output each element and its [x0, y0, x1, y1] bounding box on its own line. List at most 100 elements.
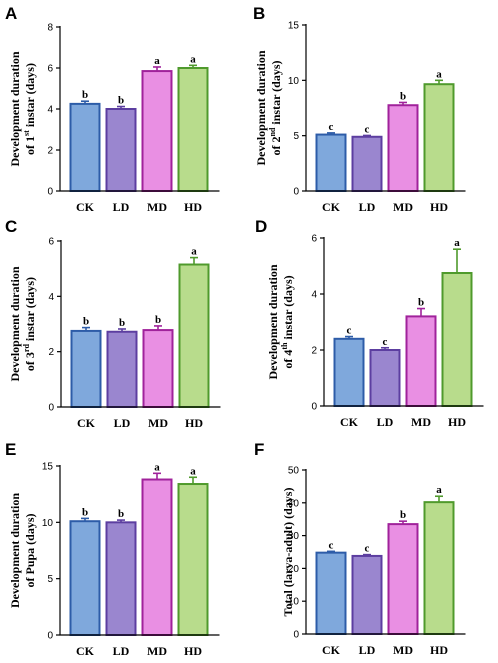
- x-tick-label: CK: [322, 200, 341, 214]
- x-tick-label: LD: [377, 415, 394, 429]
- y-axis-title-line2: of 2nd instar (days): [268, 60, 283, 155]
- y-axis-title-line2: of Pupa (days): [23, 513, 37, 587]
- panel-letter: D: [255, 217, 267, 236]
- y-tick-label: 15: [42, 462, 54, 473]
- bar-ld: [105, 521, 137, 636]
- bar-ck: [333, 337, 365, 407]
- significance-letter: b: [118, 95, 124, 107]
- y-tick-label: 15: [288, 21, 300, 32]
- bar-ld: [351, 135, 383, 192]
- panel-letter: B: [253, 4, 265, 23]
- y-tick-label: 4: [311, 290, 317, 301]
- significance-letter: c: [329, 121, 334, 133]
- panel-letter: C: [5, 217, 17, 236]
- bar-ld: [351, 554, 383, 635]
- y-tick-label: 4: [48, 292, 54, 303]
- panel-d: Dc CK c LD b MD a HD 0 2 4 6 Development duration of …: [255, 217, 484, 429]
- y-tick-label: 40: [288, 498, 300, 509]
- y-tick-label: 8: [47, 23, 53, 34]
- bar-hd: [178, 263, 210, 408]
- panel-a: Ab CK b LD a MD a HD 0 2 4 6 8 Development duration of…: [5, 4, 220, 214]
- x-tick-label: HD: [430, 643, 448, 657]
- significance-letter: b: [155, 314, 161, 326]
- x-tick-label: CK: [76, 200, 95, 214]
- x-tick-label: LD: [114, 416, 131, 430]
- x-tick-label: CK: [322, 643, 341, 657]
- y-tick-label: 0: [311, 402, 317, 413]
- y-axis-title-line2: of 3rd instar (days): [22, 277, 37, 371]
- x-tick-label: CK: [340, 415, 359, 429]
- y-axis-title-line2: of 4th instar (days): [280, 275, 295, 368]
- y-tick-label: 6: [48, 237, 54, 248]
- significance-letter: a: [454, 237, 460, 249]
- x-tick-label: HD: [430, 200, 448, 214]
- panel-letter: A: [5, 4, 17, 23]
- panel-c: Cb CK b LD b MD a HD 0 2 4 6 Development duration of …: [5, 217, 221, 430]
- y-axis-title-line1: Development duration: [266, 264, 280, 379]
- y-tick-label: 4: [47, 105, 53, 116]
- bar-ck: [315, 133, 347, 192]
- x-tick-label: HD: [184, 644, 202, 658]
- x-tick-label: MD: [393, 643, 413, 657]
- bar-md: [142, 329, 174, 408]
- significance-letter: c: [383, 336, 388, 348]
- panel-letter: F: [254, 440, 264, 459]
- bar-ck: [69, 102, 101, 192]
- y-tick-label: 5: [293, 131, 299, 142]
- significance-letter: b: [400, 509, 406, 521]
- significance-letter: c: [365, 543, 370, 555]
- significance-letter: b: [82, 506, 88, 518]
- y-tick-label: 6: [311, 234, 317, 245]
- x-tick-label: HD: [185, 416, 203, 430]
- bar-md: [141, 70, 173, 192]
- y-axis-title-line1: Development duration: [254, 50, 268, 165]
- significance-letter: a: [436, 484, 442, 496]
- x-tick-label: CK: [76, 644, 95, 658]
- significance-letter: b: [83, 316, 89, 328]
- x-tick-label: MD: [147, 644, 167, 658]
- panel-letter: E: [5, 440, 16, 459]
- significance-letter: c: [347, 325, 352, 337]
- y-axis-title-line1: Development duration: [8, 51, 22, 166]
- x-tick-label: CK: [77, 416, 96, 430]
- bar-ck: [315, 551, 347, 636]
- significance-letter: b: [418, 297, 424, 309]
- y-tick-label: 50: [288, 466, 300, 477]
- significance-letter: b: [82, 89, 88, 101]
- x-tick-label: MD: [411, 415, 431, 429]
- y-tick-label: 20: [288, 564, 300, 575]
- y-tick-label: 2: [48, 347, 54, 358]
- x-tick-label: MD: [148, 416, 168, 430]
- y-tick-label: 5: [47, 574, 53, 585]
- y-tick-label: 6: [47, 64, 53, 75]
- x-tick-label: LD: [359, 643, 376, 657]
- panel-e: Eb CK b LD a MD a HD 0 5 10 15 Development duration o…: [5, 440, 220, 658]
- y-tick-label: 0: [47, 631, 53, 642]
- significance-letter: c: [329, 539, 334, 551]
- x-tick-label: LD: [113, 644, 130, 658]
- bar-hd: [177, 67, 209, 192]
- y-tick-label: 0: [293, 187, 299, 198]
- y-tick-label: 2: [311, 346, 317, 357]
- y-tick-label: 10: [42, 518, 54, 529]
- bar-md: [387, 104, 419, 192]
- significance-letter: a: [190, 53, 196, 65]
- y-axis-title-line1: Development duration: [8, 266, 22, 381]
- bar-ld: [106, 330, 138, 409]
- significance-letter: a: [154, 461, 160, 473]
- x-tick-label: LD: [359, 200, 376, 214]
- bar-ld: [105, 108, 137, 192]
- x-tick-label: MD: [393, 200, 413, 214]
- x-tick-label: LD: [113, 200, 130, 214]
- y-axis-title-line2: of 1st instar (days): [22, 63, 37, 155]
- y-tick-label: 0: [293, 630, 299, 641]
- bar-ck: [70, 329, 102, 408]
- panel-b: Bc CK c LD b MD a HD 0 5 10 15 Development duration o…: [253, 4, 466, 214]
- x-tick-label: HD: [184, 200, 202, 214]
- bar-hd: [423, 83, 455, 192]
- significance-letter: a: [154, 55, 160, 67]
- panel-f: Fc CK c LD b MD a HD 0 10 20 30 40 50 Total (larva-adu…: [254, 440, 466, 657]
- bar-md: [141, 478, 173, 636]
- bar-hd: [177, 483, 209, 636]
